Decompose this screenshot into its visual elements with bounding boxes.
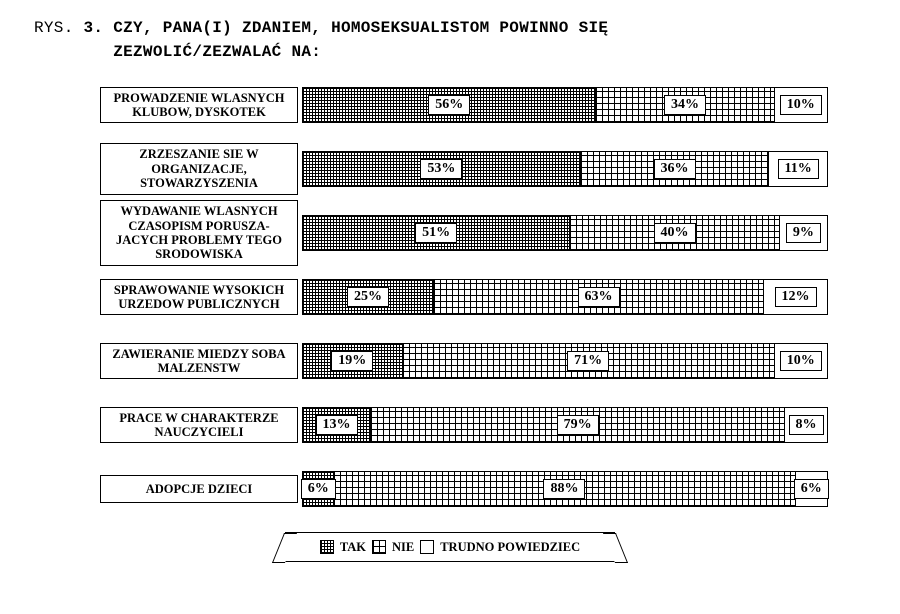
segment-value: 71%: [567, 351, 609, 371]
segment-value: 12%: [775, 287, 817, 307]
chart-row: ZAWIERANIE MIEDZY SOBA MALZENSTW 19% 71% 10…: [100, 340, 828, 382]
segment-value: 19%: [331, 351, 373, 371]
category-label: PROWADZENIE WLASNYCH KLUBOW, DYSKOTEK: [100, 87, 298, 124]
bar-segment: 10%: [775, 344, 827, 378]
segment-value: 9%: [786, 223, 821, 243]
legend-swatch-tak: [320, 540, 334, 554]
bar-segment: 51%: [303, 216, 570, 250]
legend-label-trudno: TRUDNO POWIEDZIEC: [440, 540, 580, 555]
category-label: ADOPCJE DZIECI: [100, 475, 298, 503]
title-prefix: RYS.: [34, 19, 84, 37]
stacked-bar-chart: PROWADZENIE WLASNYCH KLUBOW, DYSKOTEK56%…: [100, 84, 828, 510]
segment-value: 53%: [420, 159, 462, 179]
bar-segment: 12%: [764, 280, 827, 314]
segment-value: 51%: [415, 223, 457, 243]
segment-value: 13%: [316, 415, 358, 435]
chart-row: ZRZESZANIE SIE W ORGANIZACJE, STOWARZYSZ…: [100, 148, 828, 190]
page: RYS. 3. CZY, PANA(I) ZDANIEM, HOMOSEKSUA…: [0, 0, 900, 562]
bar-segment: 6%: [303, 472, 334, 506]
segment-value: 88%: [543, 479, 585, 499]
bar-segment: 8%: [785, 408, 827, 442]
segment-value: 79%: [557, 415, 599, 435]
bar-segment: 10%: [775, 88, 827, 122]
bar-segment: 56%: [303, 88, 596, 122]
segment-value: 6%: [794, 479, 829, 499]
segment-value: 8%: [789, 415, 824, 435]
category-label: SPRAWOWANIE WYSOKICH URZEDOW PUBLICZNYCH: [100, 279, 298, 316]
bar-segment: 71%: [403, 344, 775, 378]
bar-segment: 36%: [581, 152, 770, 186]
segment-value: 11%: [778, 159, 819, 179]
category-label: ZRZESZANIE SIE W ORGANIZACJE, STOWARZYSZ…: [100, 143, 298, 194]
bar-segment: 40%: [570, 216, 780, 250]
bar-segment: 13%: [303, 408, 371, 442]
bar-segment: 25%: [303, 280, 434, 314]
bar-segment: 79%: [371, 408, 785, 442]
bar-segment: 9%: [780, 216, 827, 250]
legend: TAK NIE TRUDNO POWIEDZIEC: [285, 532, 615, 562]
chart-row: PROWADZENIE WLASNYCH KLUBOW, DYSKOTEK56%…: [100, 84, 828, 126]
bar: 19% 71% 10%: [302, 343, 828, 379]
segment-value: 36%: [654, 159, 696, 179]
legend-label-tak: TAK: [340, 540, 366, 555]
segment-value: 56%: [428, 95, 470, 115]
segment-value: 6%: [301, 479, 336, 499]
bar: 6% 88% 6%: [302, 471, 828, 507]
bar-segment: 88%: [334, 472, 795, 506]
bar-segment: 6%: [796, 472, 827, 506]
segment-value: 25%: [347, 287, 389, 307]
segment-value: 10%: [780, 351, 822, 371]
legend-swatch-trudno: [420, 540, 434, 554]
segment-value: 34%: [664, 95, 706, 115]
bar: 51% 40% 9%: [302, 215, 828, 251]
segment-value: 10%: [780, 95, 822, 115]
bar-segment: 34%: [596, 88, 774, 122]
segment-value: 40%: [654, 223, 696, 243]
chart-row: SPRAWOWANIE WYSOKICH URZEDOW PUBLICZNYCH…: [100, 276, 828, 318]
bar-segment: 11%: [769, 152, 827, 186]
category-label: ZAWIERANIE MIEDZY SOBA MALZENSTW: [100, 343, 298, 380]
title-line1: CZY, PANA(I) ZDANIEM, HOMOSEKSUALISTOM P…: [113, 19, 608, 37]
legend-swatch-nie: [372, 540, 386, 554]
title-line2: ZEZWOLIĆ/ZEZWALAĆ NA:: [113, 43, 321, 61]
bar-segment: 53%: [303, 152, 581, 186]
chart-row: ADOPCJE DZIECI6%88%6%: [100, 468, 828, 510]
bar-segment: 63%: [434, 280, 764, 314]
category-label: PRACE W CHARAKTERZE NAUCZYCIELI: [100, 407, 298, 444]
chart-title: RYS. 3. CZY, PANA(I) ZDANIEM, HOMOSEKSUA…: [34, 16, 880, 64]
bar-segment: 19%: [303, 344, 403, 378]
legend-label-nie: NIE: [392, 540, 414, 555]
bar: 13% 79% 8%: [302, 407, 828, 443]
chart-row: WYDAWANIE WLASNYCH CZASOPISM PORUSZA- JA…: [100, 212, 828, 254]
category-label: WYDAWANIE WLASNYCH CZASOPISM PORUSZA- JA…: [100, 200, 298, 266]
bar: 56% 34% 10%: [302, 87, 828, 123]
chart-row: PRACE W CHARAKTERZE NAUCZYCIELI 13% 79% 8%: [100, 404, 828, 446]
bar: 53% 36% 11%: [302, 151, 828, 187]
segment-value: 63%: [578, 287, 620, 307]
title-num: 3.: [84, 19, 114, 37]
bar: 25% 63% 12%: [302, 279, 828, 315]
